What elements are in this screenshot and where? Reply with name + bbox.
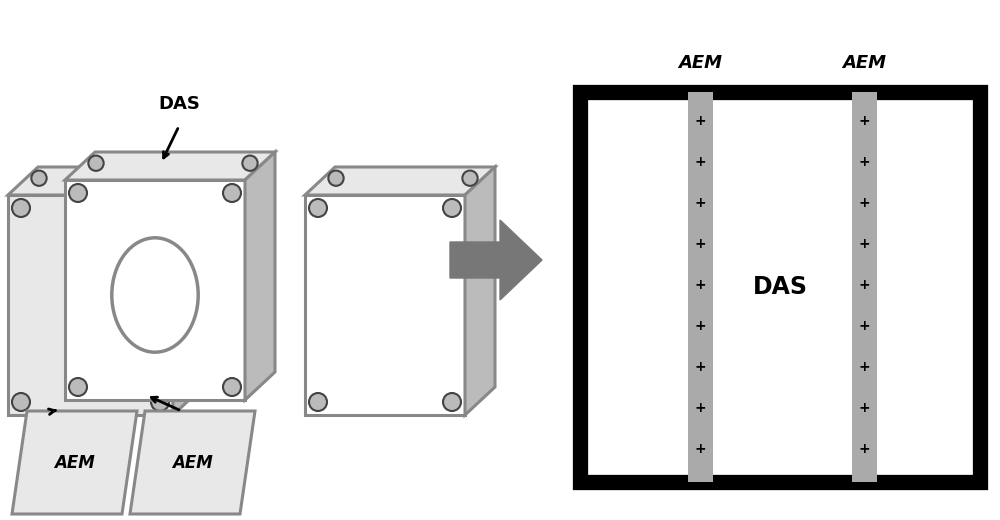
Polygon shape: [245, 152, 275, 400]
Bar: [580, 92, 980, 482]
Polygon shape: [173, 167, 203, 415]
Circle shape: [223, 184, 241, 202]
Text: AEM: AEM: [678, 54, 722, 72]
Circle shape: [12, 199, 30, 217]
Text: +: +: [859, 360, 870, 374]
Circle shape: [151, 199, 169, 217]
Text: +: +: [695, 114, 706, 128]
Text: +: +: [695, 237, 706, 251]
Circle shape: [443, 199, 461, 217]
Text: +: +: [859, 196, 870, 210]
Circle shape: [31, 171, 47, 186]
Polygon shape: [12, 411, 137, 514]
Circle shape: [69, 378, 87, 396]
Text: +: +: [859, 155, 870, 169]
Text: +: +: [859, 237, 870, 251]
Ellipse shape: [112, 238, 198, 352]
Text: +: +: [695, 278, 706, 292]
Polygon shape: [8, 167, 203, 195]
Text: +: +: [695, 155, 706, 169]
Text: +: +: [859, 442, 870, 456]
Circle shape: [309, 393, 327, 411]
Circle shape: [151, 393, 169, 411]
Circle shape: [88, 155, 104, 171]
Circle shape: [69, 184, 87, 202]
Text: DAS: DAS: [158, 95, 200, 113]
Polygon shape: [305, 167, 495, 195]
Circle shape: [443, 393, 461, 411]
Polygon shape: [65, 152, 275, 180]
Circle shape: [462, 171, 478, 186]
Polygon shape: [8, 195, 173, 415]
Text: +: +: [859, 319, 870, 333]
Polygon shape: [130, 411, 255, 514]
Text: +: +: [695, 442, 706, 456]
Text: +: +: [695, 360, 706, 374]
Text: +: +: [859, 278, 870, 292]
Text: DAS: DAS: [753, 275, 808, 299]
Polygon shape: [450, 220, 542, 300]
Text: +: +: [859, 114, 870, 128]
Circle shape: [223, 378, 241, 396]
Text: AEM: AEM: [54, 453, 95, 472]
Text: +: +: [859, 401, 870, 415]
Bar: [852, 92, 877, 482]
Circle shape: [309, 199, 327, 217]
Text: +: +: [695, 401, 706, 415]
Circle shape: [170, 171, 186, 186]
Polygon shape: [305, 195, 465, 415]
Text: +: +: [695, 319, 706, 333]
Polygon shape: [65, 180, 245, 400]
Polygon shape: [465, 167, 495, 415]
Bar: [688, 92, 713, 482]
Text: AEM: AEM: [842, 54, 887, 72]
Text: AEM: AEM: [172, 453, 213, 472]
Text: +: +: [695, 196, 706, 210]
Circle shape: [12, 393, 30, 411]
Circle shape: [328, 171, 344, 186]
Circle shape: [242, 155, 258, 171]
